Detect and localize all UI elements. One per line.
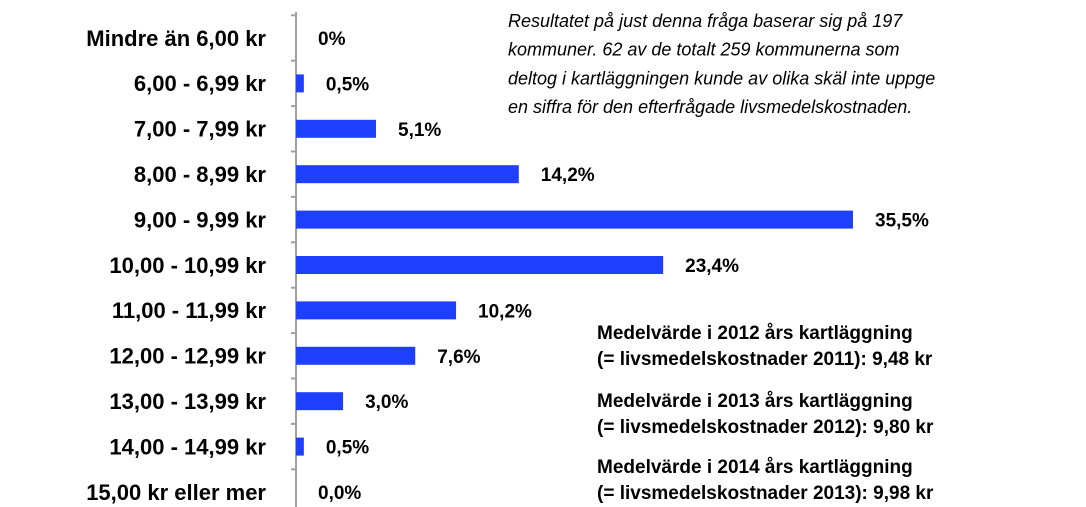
- category-label: Mindre än 6,00 kr: [86, 26, 266, 51]
- category-label: 10,00 - 10,99 kr: [109, 253, 266, 278]
- category-label: 12,00 - 12,99 kr: [109, 344, 266, 369]
- bar: [296, 437, 304, 456]
- bar: [296, 256, 664, 274]
- value-label: 0,5%: [326, 438, 369, 459]
- value-label: 23,4%: [685, 256, 739, 277]
- bar: [296, 301, 457, 320]
- mean-line: (= livsmedelskostnader 2011): 9,48 kr: [597, 349, 933, 370]
- mean-line: (= livsmedelskostnader 2013): 9,98 kr: [597, 483, 934, 504]
- category-label: 6,00 - 6,99 kr: [134, 71, 267, 96]
- value-label: 0%: [318, 29, 346, 50]
- category-label: 14,00 - 14,99 kr: [109, 434, 266, 459]
- bar: [296, 210, 853, 229]
- bar: [296, 165, 519, 184]
- mean-line: Medelvärde i 2012 års kartläggning: [597, 323, 913, 344]
- category-label: 15,00 kr eller mer: [86, 480, 266, 505]
- category-label: 11,00 - 11,99 kr: [112, 298, 267, 323]
- category-label: 8,00 - 8,99 kr: [134, 162, 267, 187]
- value-label: 14,2%: [541, 165, 595, 186]
- note-line: en siffra för den efterfrågade livsmedel…: [508, 97, 912, 117]
- bar: [296, 392, 344, 411]
- mean-line: Medelvärde i 2014 års kartläggning: [597, 457, 913, 478]
- value-label: 7,6%: [437, 347, 480, 368]
- value-label: 5,1%: [398, 120, 441, 141]
- value-label: 0,0%: [318, 483, 361, 504]
- category-label: 13,00 - 13,99 kr: [109, 389, 266, 414]
- bar: [296, 346, 416, 365]
- note-line: deltog i kartläggningen kunde av olika s…: [508, 68, 935, 88]
- note-line: kommuner. 62 av de totalt 259 kommunerna…: [508, 40, 900, 60]
- bar: [296, 119, 377, 138]
- bar: [296, 74, 304, 93]
- value-label: 35,5%: [875, 211, 929, 232]
- value-label: 0,5%: [326, 74, 369, 95]
- category-label: 7,00 - 7,99 kr: [134, 117, 267, 142]
- note-line: Resultatet på just denna fråga baserar s…: [508, 11, 903, 31]
- value-label: 3,0%: [365, 392, 408, 413]
- category-label: 9,00 - 9,99 kr: [134, 207, 267, 232]
- mean-line: Medelvärde i 2013 års kartläggning: [597, 391, 913, 412]
- value-label: 10,2%: [478, 301, 532, 322]
- mean-line: (= livsmedelskostnader 2012): 9,80 kr: [597, 417, 934, 438]
